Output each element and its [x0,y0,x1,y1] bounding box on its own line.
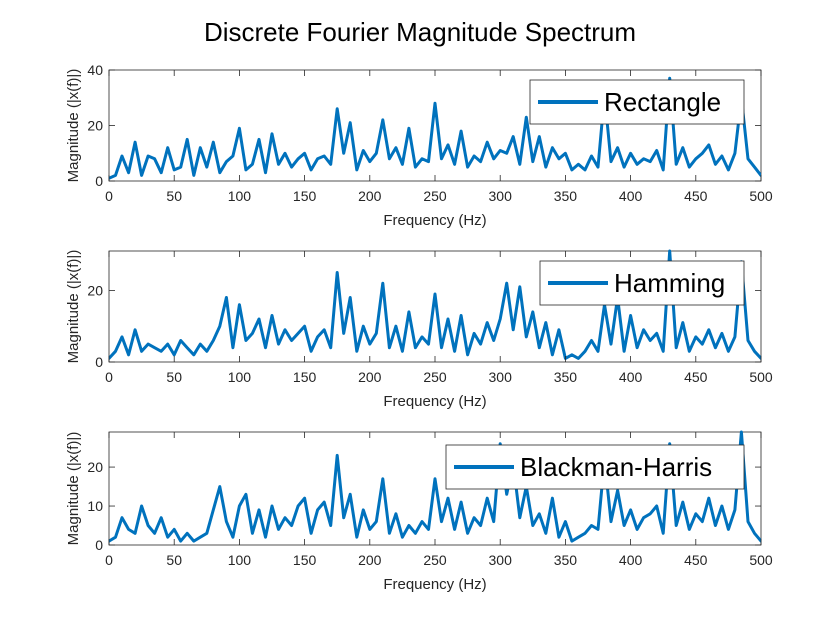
subplot-1: 0 50 100 150 200 250 300 350 400 450 500 0 20 40 Frequ… [65,62,773,229]
x-tick-label: 250 [423,188,447,204]
x-tick-label: 300 [489,552,513,568]
x-tick-label: 350 [554,369,578,385]
series-line-rectangle [109,76,761,180]
legend-entry-label: Hamming [614,268,725,298]
x-axis-label: Frequency (Hz) [383,212,486,229]
x-tick-label: 400 [619,188,643,204]
x-tick-label: 300 [489,369,513,385]
legend: Hamming [539,260,745,306]
x-tick-label: 250 [423,552,447,568]
x-tick-label: 100 [228,552,252,568]
y-axis-label: Magnitude (|x(f)|) [65,250,82,364]
y-tick-label: 20 [87,118,103,134]
y-axis-label: Magnitude (|x(f)|) [65,69,82,183]
y-tick-label: 0 [95,354,103,370]
figure-title: Discrete Fourier Magnitude Spectrum [204,17,636,47]
y-tick-label: 20 [87,459,103,475]
y-axis-label: Magnitude (|x(f)|) [65,432,82,546]
x-tick-label: 100 [228,188,252,204]
x-tick-label: 350 [554,552,578,568]
x-tick-label: 0 [105,369,113,385]
subplot-2: 0 50 100 150 200 250 300 350 400 450 500 0 20 Frequen… [65,249,773,410]
x-tick-label: 50 [166,188,182,204]
x-tick-label: 50 [166,552,182,568]
series-line-blackman-harris [109,430,761,543]
x-tick-label: 450 [684,369,708,385]
x-tick-label: 200 [358,188,382,204]
series-line-hamming [109,249,761,360]
x-tick-label: 0 [105,552,113,568]
x-tick-label: 350 [554,188,578,204]
x-tick-label: 500 [749,188,773,204]
x-tick-label: 100 [228,369,252,385]
legend-entry-label: Rectangle [604,87,721,117]
y-tick-label: 40 [87,62,103,78]
legend: Rectangle [529,79,745,125]
x-tick-label: 50 [166,369,182,385]
x-tick-label: 400 [619,552,643,568]
x-tick-label: 150 [293,369,317,385]
x-tick-label: 300 [489,188,513,204]
y-tick-label: 20 [87,282,103,298]
x-tick-label: 500 [749,369,773,385]
legend-entry-label: Blackman-Harris [520,452,712,482]
legend: Blackman-Harris [445,444,745,490]
x-tick-label: 450 [684,552,708,568]
x-tick-label: 400 [619,369,643,385]
x-tick-label: 200 [358,552,382,568]
x-tick-label: 150 [293,188,317,204]
subplot-3: 0 50 100 150 200 250 300 350 400 450 500 0 10 20 Frequ… [65,430,773,593]
x-tick-label: 150 [293,552,317,568]
y-tick-label: 0 [95,173,103,189]
y-tick-label: 10 [87,498,103,514]
x-tick-label: 200 [358,369,382,385]
y-tick-label: 0 [95,537,103,553]
x-tick-label: 0 [105,188,113,204]
x-tick-label: 450 [684,188,708,204]
x-tick-label: 500 [749,552,773,568]
x-axis-label: Frequency (Hz) [383,393,486,410]
subplots: 0 50 100 150 200 250 300 350 400 450 50002040Frequ… [65,62,773,593]
x-tick-label: 250 [423,369,447,385]
x-axis-label: Frequency (Hz) [383,576,486,593]
